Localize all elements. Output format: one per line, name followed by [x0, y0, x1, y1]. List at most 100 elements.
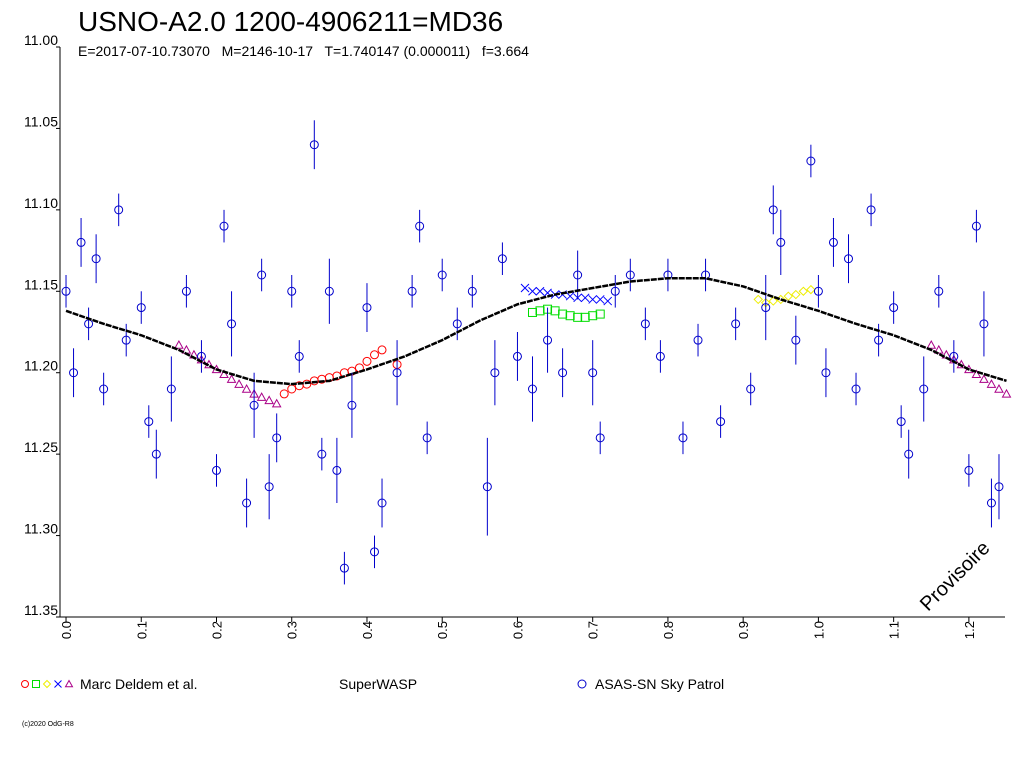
- data-point: [919, 384, 929, 394]
- data-point: [813, 286, 823, 296]
- y-tick-label: 11.20: [24, 358, 58, 374]
- data-point: [309, 140, 319, 150]
- data-point: [791, 289, 801, 300]
- chart-title: USNO-A2.0 1200-4906211=MD36: [78, 6, 503, 37]
- x-tick-label: 0.0: [59, 621, 74, 639]
- data-point: [227, 319, 237, 329]
- data-point: [558, 368, 568, 378]
- data-point: [580, 293, 590, 303]
- data-point: [746, 384, 756, 394]
- data-point: [821, 368, 831, 378]
- data-point: [279, 389, 289, 399]
- data-point: [580, 312, 590, 322]
- data-point: [211, 465, 221, 475]
- y-tick-label: 11.30: [24, 521, 58, 537]
- data-point: [287, 286, 297, 296]
- data-point: [595, 295, 605, 304]
- footer: (c)2020 OdG-R8: [22, 721, 74, 728]
- x-tick-label: 0.4: [360, 621, 375, 639]
- data-point: [603, 296, 613, 306]
- data-point: [144, 417, 154, 427]
- x-tick-label: 1.2: [962, 621, 977, 639]
- data-point: [588, 368, 598, 378]
- data-point: [114, 205, 124, 215]
- x-tick-label: 0.2: [209, 621, 224, 639]
- legend-label: SuperWASP: [339, 676, 417, 692]
- data-point: [994, 482, 1004, 492]
- data-point: [798, 286, 809, 296]
- data-point: [302, 379, 312, 389]
- x-tick-label: 0.9: [736, 621, 751, 639]
- data-point: [761, 303, 771, 313]
- data-point: [806, 284, 816, 295]
- data-point: [926, 339, 937, 349]
- y-tick-label: 11.00: [24, 32, 58, 48]
- data-point: [42, 679, 52, 689]
- data-point: [588, 311, 598, 321]
- data-point: [577, 679, 587, 689]
- data-point: [242, 498, 252, 508]
- data-point: [249, 400, 259, 410]
- data-point: [241, 383, 252, 393]
- data-point: [166, 384, 176, 394]
- x-tick-label: 0.8: [661, 621, 676, 639]
- data-point: [828, 237, 838, 247]
- data-point: [32, 680, 40, 688]
- data-point: [452, 319, 462, 329]
- data-point: [520, 283, 530, 293]
- data-point: [844, 254, 854, 264]
- data-point: [535, 286, 545, 296]
- data-point: [377, 345, 387, 355]
- data-point: [573, 270, 583, 280]
- data-point: [181, 286, 191, 296]
- data-point: [136, 303, 146, 313]
- data-point: [806, 156, 816, 166]
- data-point: [369, 547, 379, 557]
- data-point: [1001, 388, 1012, 398]
- data-point: [573, 312, 583, 322]
- data-point: [783, 291, 794, 301]
- data-point: [979, 374, 989, 383]
- data-point: [54, 680, 62, 688]
- data-point: [392, 368, 402, 378]
- data-point: [731, 319, 741, 329]
- data-point: [986, 379, 997, 388]
- data-point: [369, 350, 379, 360]
- data-point: [588, 295, 598, 304]
- data-point: [272, 433, 282, 443]
- data-point: [219, 221, 229, 231]
- data-point: [964, 465, 974, 475]
- data-point: [550, 306, 560, 316]
- data-point: [121, 335, 131, 345]
- y-tick-label: 11.10: [24, 195, 58, 211]
- x-tick-label: 0.3: [285, 621, 300, 639]
- data-point: [264, 395, 275, 405]
- legend-label: Marc Deldem et al.: [80, 676, 197, 692]
- data-point: [776, 237, 786, 247]
- data-point: [256, 392, 267, 401]
- y-tick-label: 11.15: [24, 276, 58, 292]
- data-point: [753, 294, 763, 305]
- data-point: [482, 482, 492, 492]
- data-point: [971, 369, 982, 379]
- data-point: [874, 335, 884, 345]
- data-point: [979, 319, 989, 329]
- data-point: [934, 286, 944, 296]
- fit-curve: [65, 277, 1007, 386]
- data-point: [512, 351, 522, 361]
- x-tick-label: 0.5: [435, 621, 450, 639]
- y-tick-label: 11.35: [24, 602, 58, 618]
- data-point: [287, 384, 297, 394]
- data-point: [347, 400, 357, 410]
- y-tick-label: 11.05: [24, 113, 58, 129]
- data-point: [415, 221, 425, 231]
- data-point: [543, 335, 553, 345]
- data-point: [866, 205, 876, 215]
- data-point: [565, 311, 575, 321]
- data-point: [535, 306, 545, 316]
- legend-label: ASAS-SN Sky Patrol: [595, 676, 724, 692]
- data-point: [716, 417, 726, 427]
- annotation: Provisoire: [916, 537, 994, 615]
- data-point: [933, 344, 944, 354]
